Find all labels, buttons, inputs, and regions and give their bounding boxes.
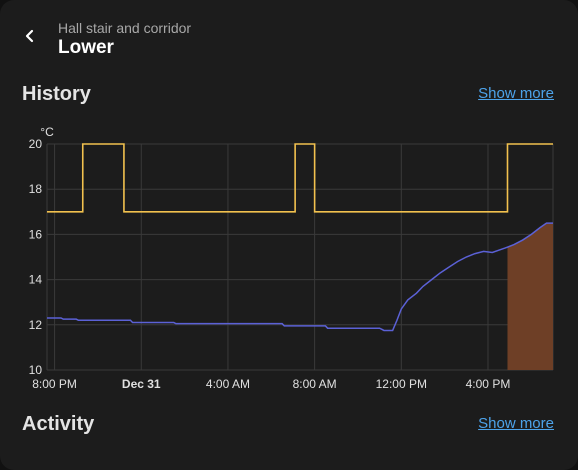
x-tick-label: Dec 31 [122, 377, 161, 391]
current-temperature-line [47, 222, 553, 332]
y-tick-label: 16 [29, 227, 43, 241]
x-tick-label: 8:00 AM [293, 377, 337, 391]
x-tick-label: 12:00 PM [376, 377, 427, 391]
history-show-more-link[interactable]: Show more [478, 85, 554, 102]
chevron-left-icon [25, 29, 34, 43]
y-tick-label: 18 [29, 182, 43, 196]
y-tick-label: 10 [29, 363, 43, 377]
activity-show-more-link[interactable]: Show more [478, 415, 554, 432]
history-heading: History [22, 83, 91, 105]
target-temperature-line [47, 143, 553, 213]
heating-area [507, 223, 553, 370]
activity-heading: Activity [22, 413, 95, 435]
x-tick-label: 8:00 PM [32, 377, 77, 391]
y-tick-label: 12 [29, 318, 43, 332]
x-tick-label: 4:00 AM [206, 377, 250, 391]
entity-area-label: Hall stair and corridor [58, 20, 192, 36]
history-chart: 10 12 14 16 18 20 8:00 PM Dec 31 4:00 AM 8:00 AM 1… [29, 125, 554, 391]
entity-name: Lower [58, 37, 114, 58]
y-tick-label: 20 [29, 137, 43, 151]
y-tick-label: 14 [29, 273, 43, 287]
back-button[interactable] [16, 22, 44, 50]
x-tick-label: 4:00 PM [466, 377, 511, 391]
y-unit-label: °C [40, 125, 54, 139]
